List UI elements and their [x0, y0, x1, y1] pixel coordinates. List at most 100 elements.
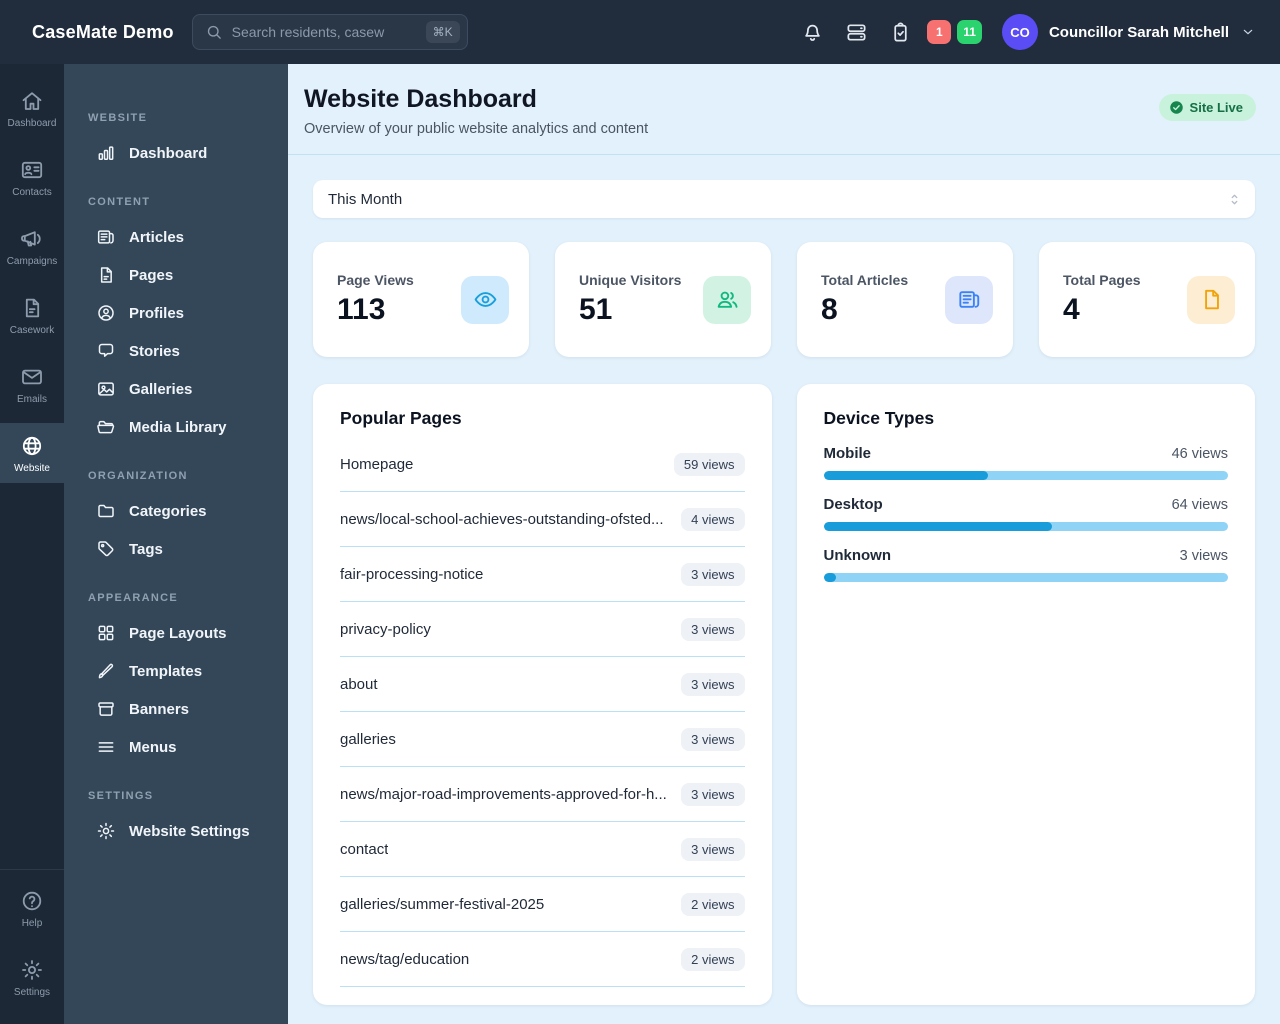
page-row-privacy-policy[interactable]: privacy-policy 3 views — [340, 602, 745, 657]
folder-icon — [96, 501, 116, 521]
page-subtitle: Overview of your public website analytic… — [304, 121, 649, 137]
page-name: privacy-policy — [340, 621, 431, 638]
id-card-icon — [20, 158, 44, 182]
rail-item-campaigns[interactable]: Campaigns — [0, 216, 64, 276]
stat-card-unique-visitors: Unique Visitors 51 — [555, 242, 771, 357]
sidebar-section-title: APPEARANCE — [88, 592, 179, 604]
page-name: about — [340, 676, 378, 693]
page-name: news/tag/education — [340, 951, 470, 968]
tag-icon — [96, 539, 116, 559]
page-row-news-local-school-achieves-outstanding-ofsted[interactable]: news/local-school-achieves-outstanding-o… — [340, 492, 745, 547]
page-row-galleries-summer-festival-2025[interactable]: galleries/summer-festival-2025 2 views — [340, 877, 745, 932]
gear-icon — [96, 821, 116, 841]
sidebar-item-pages[interactable]: Pages — [64, 256, 288, 294]
page-row-news-major-road-improvements-approved-for-h[interactable]: news/major-road-improvements-approved-fo… — [340, 767, 745, 822]
sidebar-item-tags[interactable]: Tags — [64, 530, 288, 568]
sidebar-item-page-layouts[interactable]: Page Layouts — [64, 614, 288, 652]
sidebar-item-templates[interactable]: Templates — [64, 652, 288, 690]
views-badge: 3 views — [681, 783, 745, 806]
grid-icon — [96, 623, 116, 643]
eye-icon — [461, 275, 509, 324]
rail-item-website[interactable]: Website — [0, 423, 64, 483]
device-views: 3 views — [1179, 547, 1228, 564]
device-label: Mobile — [823, 445, 872, 462]
sidebar-item-dashboard[interactable]: Dashboard — [64, 134, 288, 172]
stat-card-total-articles: Total Articles 8 — [797, 242, 1013, 357]
page-row-galleries[interactable]: galleries 3 views — [340, 712, 745, 767]
sidebar-item-profiles[interactable]: Profiles — [64, 294, 288, 332]
main-area: Website Dashboard Overview of your publi… — [288, 64, 1280, 1024]
archive-box-icon — [96, 699, 116, 719]
rail-item-contacts[interactable]: Contacts — [0, 147, 64, 207]
rail-item-help[interactable]: Help — [0, 878, 64, 938]
sidebar-section-title: CONTENT — [88, 196, 151, 208]
stat-label: Unique Visitors — [579, 271, 682, 288]
device-types-panel: Device Types Mobile 46 views — [796, 384, 1255, 1005]
device-bar-fill — [823, 471, 989, 480]
sidebar-item-menus[interactable]: Menus — [64, 728, 288, 766]
views-badge: 3 views — [681, 728, 745, 751]
device-bar-track — [823, 522, 1228, 531]
sidebar-section: SETTINGS Website Settings — [64, 790, 288, 850]
sidebar-section-title: WEBSITE — [88, 112, 148, 124]
device-label: Desktop — [823, 496, 883, 513]
task-count-badge[interactable]: 11 — [957, 20, 982, 44]
sidebar-item-media-library[interactable]: Media Library — [64, 408, 288, 446]
sidebar-item-website-settings[interactable]: Website Settings — [64, 812, 288, 850]
tasks-button[interactable] — [889, 20, 913, 44]
rail-item-settings[interactable]: Settings — [0, 947, 64, 1007]
stat-card-page-views: Page Views 113 — [313, 242, 529, 357]
sidebar-item-galleries[interactable]: Galleries — [64, 370, 288, 408]
top-bar: CaseMate Demo ⌘K 1 11 CO Councillor Sara… — [0, 0, 1280, 64]
panel-title: Device Types — [823, 408, 935, 428]
device-bar-fill — [823, 522, 1053, 531]
bar-chart-icon — [96, 143, 116, 163]
device-row-unknown: Unknown 3 views — [823, 547, 1228, 582]
chevrons-up-down-icon — [1226, 191, 1243, 208]
user-menu[interactable]: CO Councillor Sarah Mitchell — [1001, 14, 1256, 50]
stat-label: Page Views — [337, 271, 414, 288]
gear-icon — [20, 958, 44, 982]
stat-label: Total Pages — [1063, 271, 1141, 288]
global-search[interactable]: ⌘K — [191, 14, 468, 50]
rail-spacer — [0, 492, 64, 861]
views-badge: 3 views — [681, 673, 745, 696]
page-row-fair-processing-notice[interactable]: fair-processing-notice 3 views — [340, 547, 745, 602]
page-icon — [1187, 275, 1235, 324]
notifications-button[interactable] — [801, 20, 825, 44]
sidebar-section: WEBSITE Dashboard — [64, 112, 288, 172]
page-name: galleries — [340, 731, 396, 748]
page-row-news-tag-education[interactable]: news/tag/education 2 views — [340, 932, 745, 987]
app-logo: CaseMate Demo — [32, 21, 174, 42]
sidebar-item-articles[interactable]: Articles — [64, 218, 288, 256]
sidebar-item-banners[interactable]: Banners — [64, 690, 288, 728]
page-row-homepage[interactable]: Homepage 59 views — [340, 437, 745, 492]
search-input[interactable] — [231, 24, 417, 40]
views-badge: 2 views — [681, 948, 745, 971]
rail-item-casework[interactable]: Casework — [0, 285, 64, 345]
newspaper-icon — [96, 227, 116, 247]
views-badge: 4 views — [681, 508, 745, 531]
page-name: fair-processing-notice — [340, 566, 484, 583]
page-row-contact[interactable]: contact 3 views — [340, 822, 745, 877]
rail-item-dashboard[interactable]: Dashboard — [0, 78, 64, 138]
system-status-button[interactable] — [845, 20, 869, 44]
chat-bubble-icon — [96, 341, 116, 361]
views-badge: 3 views — [681, 563, 745, 586]
device-views: 46 views — [1171, 445, 1228, 462]
page-row-about[interactable]: about 3 views — [340, 657, 745, 712]
device-bar-track — [823, 573, 1228, 582]
rail-item-emails[interactable]: Emails — [0, 354, 64, 414]
alert-count-badge[interactable]: 1 — [927, 20, 952, 44]
pages-icon — [96, 265, 116, 285]
date-range-select[interactable]: This Month — [313, 180, 1255, 218]
search-shortcut: ⌘K — [425, 21, 460, 43]
sidebar-item-stories[interactable]: Stories — [64, 332, 288, 370]
newspaper-icon — [945, 275, 993, 324]
sidebar-item-categories[interactable]: Categories — [64, 492, 288, 530]
stat-value: 51 — [579, 292, 613, 326]
stat-value: 4 — [1063, 292, 1080, 326]
paintbrush-icon — [96, 661, 116, 681]
rail-footer: Help Settings — [0, 869, 64, 1024]
stats-grid: Page Views 113 Unique Visitors 51 — [313, 242, 1255, 357]
